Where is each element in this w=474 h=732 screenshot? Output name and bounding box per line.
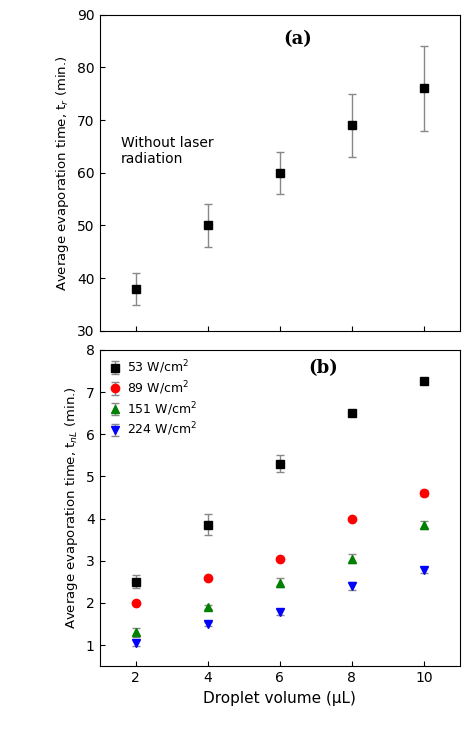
Y-axis label: Average evaporation time, t$_r$ (min.): Average evaporation time, t$_r$ (min.) — [55, 55, 72, 291]
Text: Without laser
radiation: Without laser radiation — [121, 135, 214, 165]
Y-axis label: Average evaporation time, t$_{nL}$ (min.): Average evaporation time, t$_{nL}$ (min.… — [63, 386, 80, 630]
Text: (a): (a) — [283, 31, 312, 48]
X-axis label: Droplet volume (μL): Droplet volume (μL) — [203, 690, 356, 706]
Legend: 53 W/cm$^2$, 89 W/cm$^2$, 151 W/cm$^2$, 224 W/cm$^2$: 53 W/cm$^2$, 89 W/cm$^2$, 151 W/cm$^2$, … — [105, 355, 201, 442]
Text: (b): (b) — [308, 359, 338, 378]
